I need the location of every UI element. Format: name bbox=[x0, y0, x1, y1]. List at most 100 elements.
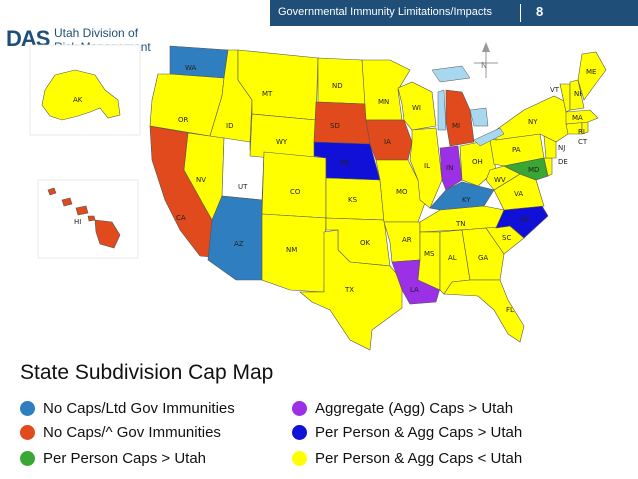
legend-swatch bbox=[20, 400, 35, 416]
state-MA bbox=[565, 109, 599, 125]
compass-label: N bbox=[481, 61, 487, 70]
label-TN: TN bbox=[455, 220, 466, 228]
label-NE: NE bbox=[340, 159, 350, 167]
label-MS: MS bbox=[424, 250, 435, 258]
state-AZ bbox=[207, 195, 263, 281]
legend-swatch bbox=[292, 424, 307, 440]
state-NM bbox=[261, 213, 327, 293]
label-CO: CO bbox=[290, 188, 301, 196]
legend-item: Aggregate (Agg) Caps > Utah bbox=[292, 398, 513, 418]
label-MD: MD bbox=[528, 166, 539, 174]
state-ND bbox=[317, 57, 367, 105]
compass-icon: N bbox=[474, 42, 498, 78]
state-MI bbox=[445, 89, 475, 147]
label-DE: DE bbox=[558, 158, 568, 166]
page-number: 8 bbox=[536, 4, 544, 19]
state-WI bbox=[397, 81, 437, 131]
legend-swatch bbox=[20, 450, 35, 466]
slide-header-title: Governmental Immunity Limitations/Impact… bbox=[278, 6, 492, 18]
label-SC: SC bbox=[502, 234, 511, 242]
label-SD: SD bbox=[330, 122, 340, 130]
label-RI: RI bbox=[578, 128, 585, 136]
map-svg: AK HI N WA OR CA ID NV UT bbox=[29, 42, 607, 351]
label-GA: GA bbox=[478, 254, 488, 262]
header-bar bbox=[270, 0, 638, 26]
label-NJ: NJ bbox=[558, 144, 565, 152]
state-WA bbox=[169, 45, 229, 79]
label-ND: ND bbox=[332, 82, 343, 90]
legend-item: No Caps/Ltd Gov Immunities bbox=[20, 398, 235, 418]
label-WV: WV bbox=[494, 176, 506, 184]
us-state-map: AK HI N WA OR CA ID NV UT bbox=[0, 30, 638, 360]
state-NH bbox=[569, 79, 585, 111]
label-FL: FL bbox=[506, 306, 514, 314]
label-NH: NH bbox=[574, 90, 585, 98]
legend-label: Per Person Caps > Utah bbox=[43, 449, 207, 467]
label-OK: OK bbox=[360, 239, 371, 247]
state-NJ bbox=[543, 135, 557, 159]
label-ID: ID bbox=[226, 122, 233, 130]
label-AK: AK bbox=[73, 96, 83, 104]
legend-item: Per Person & Agg Caps > Utah bbox=[292, 422, 522, 442]
label-CT: CT bbox=[578, 138, 588, 146]
label-IA: IA bbox=[384, 138, 391, 146]
label-WI: WI bbox=[412, 104, 421, 112]
legend-label: Aggregate (Agg) Caps > Utah bbox=[315, 399, 514, 417]
legend-item: Per Person & Agg Caps < Utah bbox=[292, 448, 522, 468]
label-VA: VA bbox=[514, 190, 523, 198]
legend-swatch bbox=[20, 424, 35, 440]
state-MO bbox=[375, 159, 427, 223]
label-MT: MT bbox=[262, 90, 273, 98]
header-divider bbox=[520, 4, 521, 22]
state-MD bbox=[503, 157, 549, 181]
legend-item: Per Person Caps > Utah bbox=[20, 448, 206, 468]
state-GA bbox=[461, 227, 505, 281]
label-WA: WA bbox=[185, 64, 197, 72]
state-ME bbox=[577, 51, 607, 101]
label-IL: IL bbox=[424, 162, 430, 170]
legend-swatch bbox=[292, 450, 307, 466]
label-ME: ME bbox=[586, 68, 596, 76]
state-WV bbox=[485, 165, 521, 191]
state-AK bbox=[41, 69, 121, 121]
great-lakes bbox=[431, 65, 505, 147]
label-MI: MI bbox=[452, 122, 460, 130]
label-AZ: AZ bbox=[234, 240, 244, 248]
legend-label: No Caps/^ Gov Immunities bbox=[43, 423, 221, 441]
label-TX: TX bbox=[344, 286, 354, 294]
legend-label: Per Person & Agg Caps < Utah bbox=[315, 449, 523, 467]
legend-swatch bbox=[292, 400, 307, 416]
label-AR: AR bbox=[402, 236, 412, 244]
state-IN bbox=[439, 145, 463, 191]
label-OR: OR bbox=[178, 116, 189, 124]
state-FL bbox=[443, 279, 525, 343]
map-title: State Subdivision Cap Map bbox=[20, 361, 274, 384]
legend: No Caps/Ltd Gov Immunities No Caps/^ Gov… bbox=[20, 398, 620, 474]
label-WY: WY bbox=[276, 138, 288, 146]
label-PA: PA bbox=[512, 146, 521, 154]
label-OH: OH bbox=[472, 158, 483, 166]
label-MO: MO bbox=[396, 188, 408, 196]
legend-item: No Caps/^ Gov Immunities bbox=[20, 422, 221, 442]
state-TX bbox=[299, 229, 403, 351]
state-CO bbox=[261, 151, 327, 219]
legend-label: Per Person & Agg Caps > Utah bbox=[315, 423, 523, 441]
label-AL: AL bbox=[448, 254, 457, 262]
state-MS bbox=[417, 231, 441, 291]
label-IN: IN bbox=[446, 164, 453, 172]
label-KS: KS bbox=[348, 196, 358, 204]
label-VT: VT bbox=[550, 86, 560, 94]
label-NM: NM bbox=[286, 246, 297, 254]
label-MA: MA bbox=[572, 114, 583, 122]
label-UT: UT bbox=[238, 183, 248, 191]
state-IL bbox=[409, 127, 443, 209]
state-SD bbox=[313, 101, 371, 145]
legend-label: No Caps/Ltd Gov Immunities bbox=[43, 399, 235, 417]
label-MN: MN bbox=[378, 98, 389, 106]
label-NC: NC bbox=[520, 216, 530, 224]
label-NY: NY bbox=[528, 118, 538, 126]
state-HI bbox=[47, 187, 121, 249]
label-HI: HI bbox=[74, 218, 81, 226]
label-KY: KY bbox=[462, 196, 471, 204]
label-LA: LA bbox=[410, 286, 419, 294]
